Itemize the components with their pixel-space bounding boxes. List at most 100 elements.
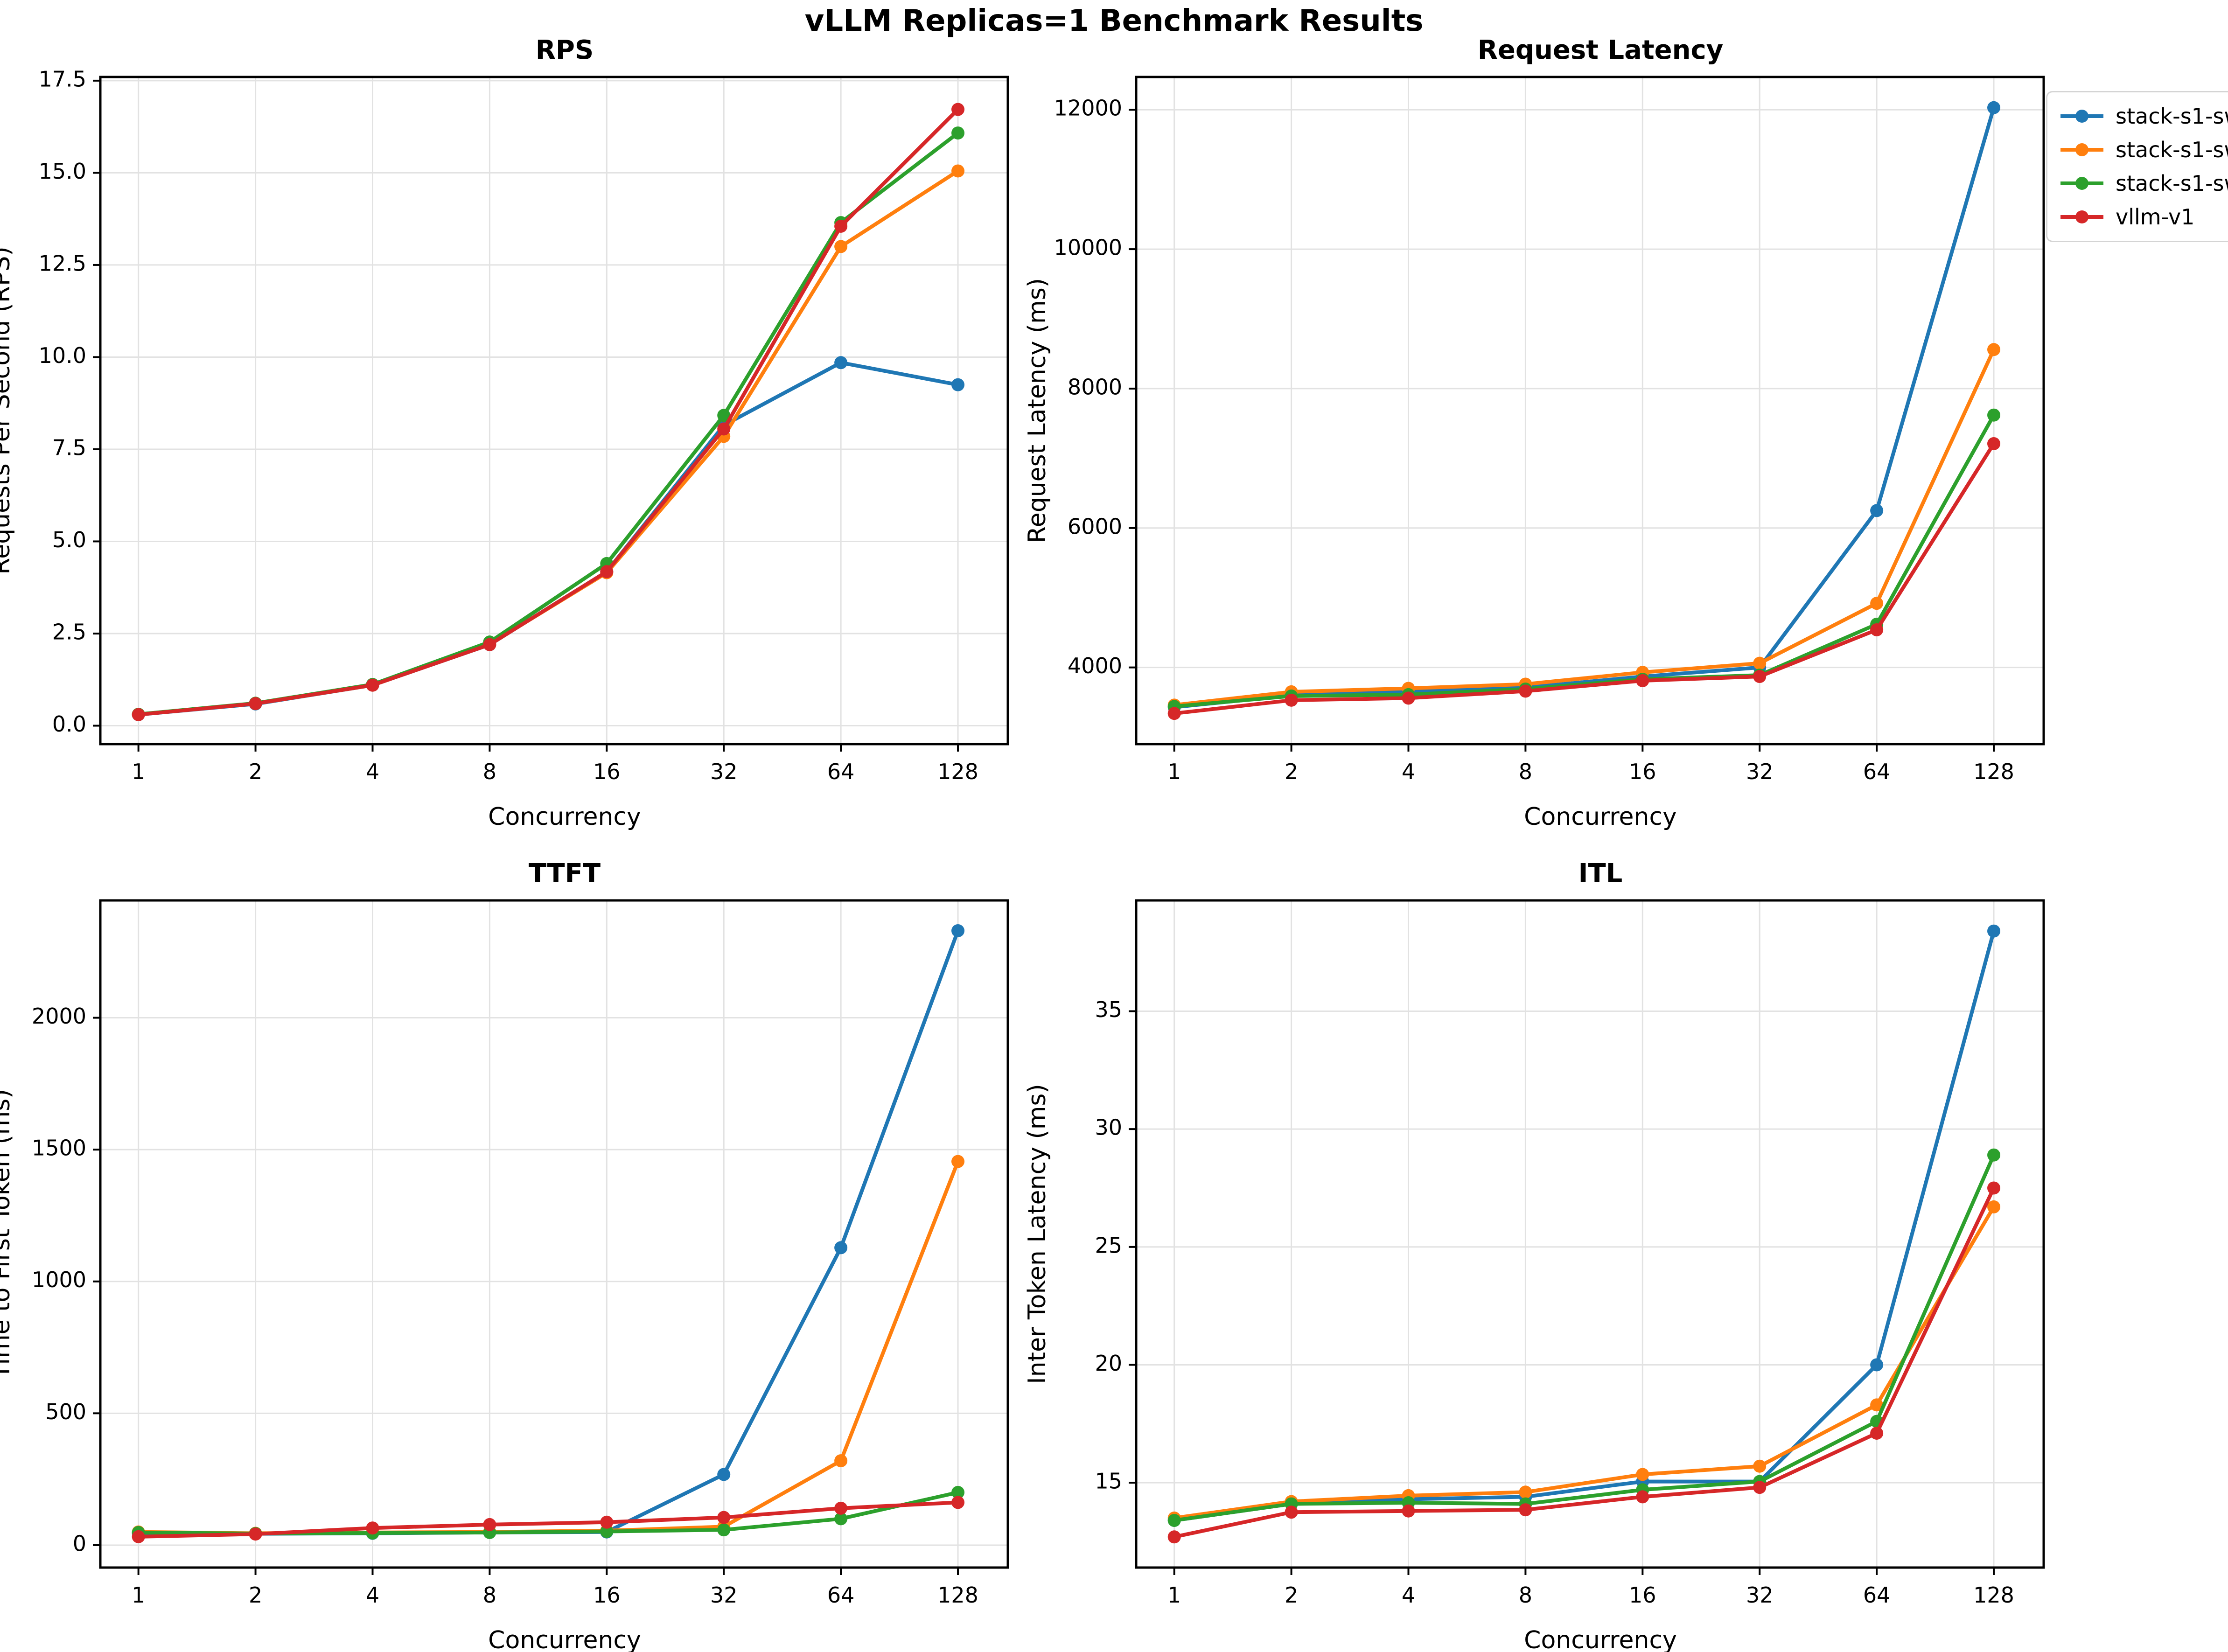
svg-text:10.0: 10.0 [39,343,86,368]
svg-text:12.5: 12.5 [39,251,86,276]
svg-text:32: 32 [710,759,738,784]
svg-text:64: 64 [827,1582,855,1608]
chart-request-latency: Request Latency Request Latency (ms) 400… [1023,35,2065,831]
svg-text:8: 8 [1519,1582,1532,1608]
svg-text:128: 128 [937,759,978,784]
svg-text:8000: 8000 [1068,374,1122,399]
svg-text:35: 35 [1095,997,1122,1022]
legend-label: vllm-v1 [2116,204,2195,230]
svg-text:128: 128 [1973,759,2014,784]
y-axis-ticks: 15 20 25 30 35 [1095,997,1136,1494]
x-axis-ticks: 1 2 4 8 16 32 64 128 [132,1568,978,1608]
svg-text:2: 2 [1285,1582,1298,1608]
svg-text:16: 16 [593,1582,621,1608]
svg-text:16: 16 [1629,1582,1656,1608]
chart-rps-xlabel: Concurrency [488,803,641,831]
svg-text:4: 4 [1402,759,1415,784]
legend-entry-stack-s1-sw1-v1: stack-s1-sw1-v1 [2059,104,2228,129]
svg-text:32: 32 [1746,759,1774,784]
svg-text:16: 16 [593,759,621,784]
svg-text:64: 64 [1863,759,1891,784]
grid-lines [1136,77,2044,744]
svg-text:6000: 6000 [1068,514,1122,539]
svg-text:32: 32 [710,1582,738,1608]
svg-text:1: 1 [1167,1582,1181,1608]
series-stack-s1-sw1-v1 [132,924,965,1540]
figure-title: vLLM Replicas=1 Benchmark Results [804,4,1424,38]
svg-text:2.5: 2.5 [52,619,86,644]
series-stack-s1-sw4-v1 [132,126,965,721]
legend-entry-vllm-v1: vllm-v1 [2059,204,2228,230]
series-stack-s1-sw2-v1 [132,164,965,721]
svg-text:30: 30 [1095,1115,1122,1140]
legend-label: stack-s1-sw2-v1 [2116,137,2228,162]
svg-text:4: 4 [366,1582,379,1608]
svg-text:17.5: 17.5 [39,70,86,91]
series-vllm-v1 [1167,437,2001,720]
svg-text:2: 2 [1285,759,1298,784]
chart-ttft-title: TTFT [528,858,601,889]
legend-entry-stack-s1-sw2-v1: stack-s1-sw2-v1 [2059,137,2228,162]
y-axis-ticks: 4000 6000 8000 10000 12000 [1054,96,1136,678]
chart-rps-title: RPS [535,35,594,65]
chart-ttft-xlabel: Concurrency [488,1626,641,1652]
axes-spines [99,899,1009,1569]
y-axis-ticks: 0 500 1000 1500 2000 [32,1004,100,1556]
axes-spines [99,76,1009,746]
chart-request-latency-title: Request Latency [1477,35,1724,65]
svg-text:10000: 10000 [1054,235,1122,260]
x-axis-ticks: 1 2 4 8 16 32 64 128 [132,744,978,784]
svg-text:16: 16 [1629,759,1656,784]
plot-area-ttft: 0 500 1000 1500 2000 1 2 4 8 16 32 64 128 [32,899,1009,1608]
svg-text:64: 64 [827,759,855,784]
svg-text:2000: 2000 [32,1004,86,1029]
x-axis-ticks: 1 2 4 8 16 32 64 128 [1167,1568,2014,1608]
series-vllm-v1 [132,103,965,721]
svg-text:8: 8 [483,759,496,784]
svg-text:4000: 4000 [1068,653,1122,678]
grid-lines [100,77,1008,744]
legend-line-marker-icon [2060,143,2103,156]
chart-itl: ITL Inter Token Latency (ms) 15 20 25 30 35 1… [1023,858,2065,1652]
legend-line-marker-icon [2060,110,2103,123]
svg-text:64: 64 [1863,1582,1891,1608]
chart-itl-title: ITL [1578,858,1623,889]
grid-lines [100,900,1008,1568]
y-axis-ticks: 0.0 2.5 5.0 7.5 10.0 12.5 15.0 17.5 [39,70,100,737]
svg-text:0: 0 [73,1531,86,1556]
svg-text:1: 1 [132,1582,145,1608]
plot-area-rps: 0.0 2.5 5.0 7.5 10.0 12.5 15.0 17.5 1 2 4 8 16 32 64 12… [39,70,1009,784]
svg-text:0.0: 0.0 [52,711,86,737]
svg-text:4: 4 [366,759,379,784]
svg-text:128: 128 [937,1582,978,1608]
chart-request-latency-xlabel: Concurrency [1524,803,1677,831]
svg-text:15.0: 15.0 [39,159,86,184]
x-axis-ticks: 1 2 4 8 16 32 64 128 [1167,744,2014,784]
svg-text:500: 500 [45,1399,86,1424]
svg-text:2: 2 [249,1582,262,1608]
svg-text:20: 20 [1095,1351,1122,1376]
plot-area-request-latency: 4000 6000 8000 10000 12000 1 2 4 8 16 32 64 128 [1054,76,2045,784]
legend-label: stack-s1-sw4-v1 [2116,171,2228,196]
plot-area-itl: 15 20 25 30 35 1 2 4 8 16 32 64 128 [1095,899,2045,1608]
svg-text:15: 15 [1095,1469,1122,1494]
axes-spines [1135,76,2045,746]
svg-text:5.0: 5.0 [52,527,86,552]
series-stack-s1-sw1-v1 [132,356,965,721]
series-stack-s1-sw2-v1 [132,1155,965,1540]
svg-text:12000: 12000 [1054,96,1122,121]
chart-itl-xlabel: Concurrency [1524,1626,1677,1652]
series-vllm-v1 [132,1496,965,1543]
svg-text:1: 1 [132,759,145,784]
svg-text:4: 4 [1402,1582,1415,1608]
svg-text:1000: 1000 [32,1267,86,1292]
svg-text:8: 8 [1519,759,1532,784]
chart-rps: RPS Requests Per Second (RPS) 0.0 2.5 5.0 7… [0,35,1029,831]
svg-text:2: 2 [249,759,262,784]
legend-label: stack-s1-sw1-v1 [2116,104,2228,129]
svg-text:8: 8 [483,1582,496,1608]
series-vllm-v1 [1167,1181,2001,1544]
legend-entry-stack-s1-sw4-v1: stack-s1-sw4-v1 [2059,171,2228,196]
svg-text:7.5: 7.5 [52,435,86,460]
